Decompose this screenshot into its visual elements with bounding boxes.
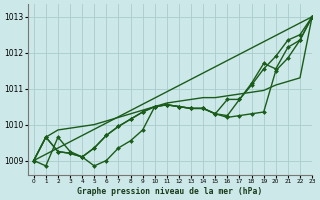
X-axis label: Graphe pression niveau de la mer (hPa): Graphe pression niveau de la mer (hPa) xyxy=(77,187,262,196)
